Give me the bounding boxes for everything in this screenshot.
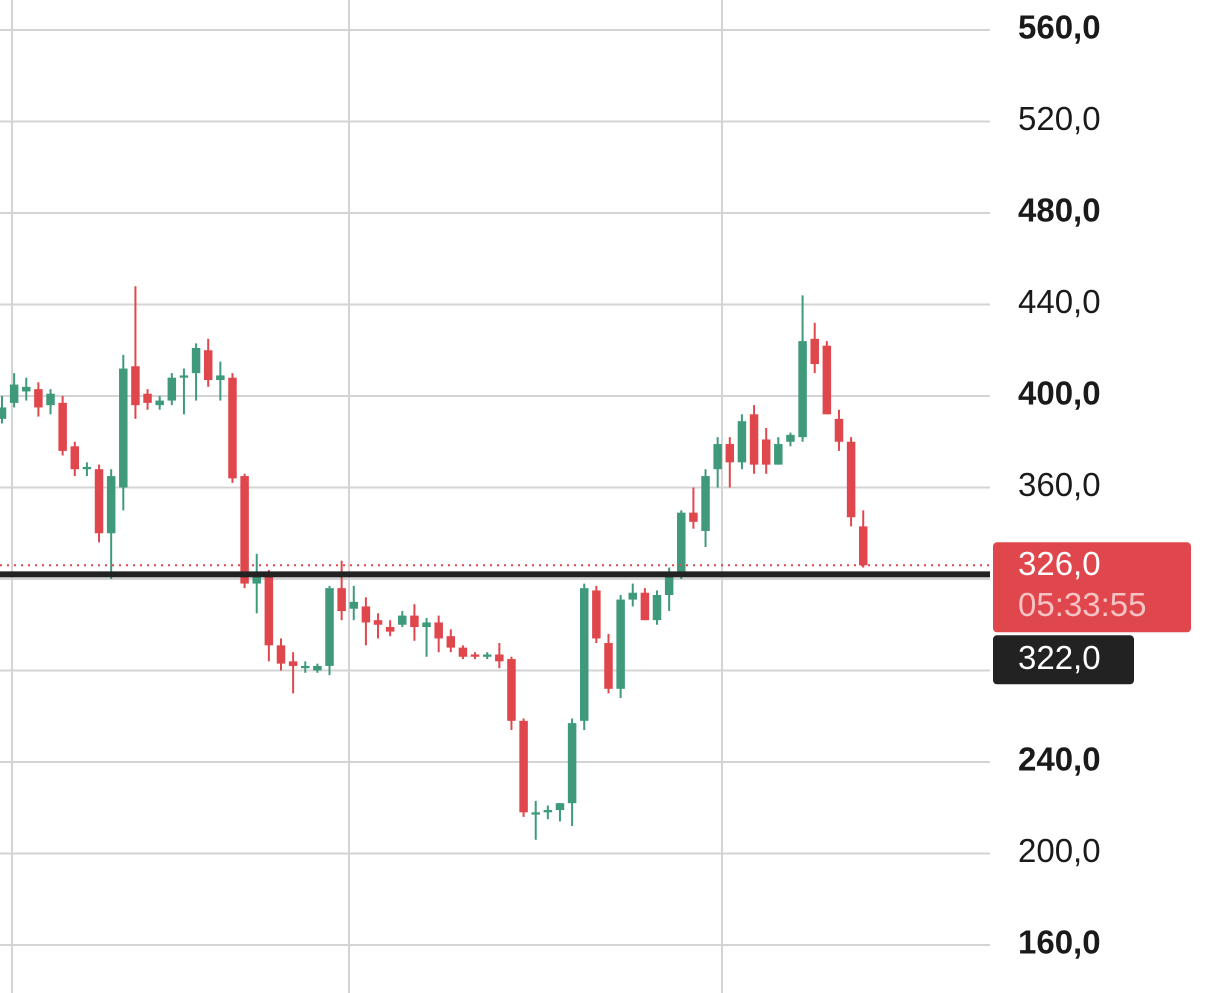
candle-body bbox=[798, 341, 807, 438]
candle-body bbox=[567, 723, 577, 804]
candle-body bbox=[677, 512, 686, 575]
candle-body bbox=[9, 384, 19, 403]
candle-body bbox=[82, 466, 92, 470]
candle-body bbox=[592, 590, 601, 639]
candle-body bbox=[203, 350, 213, 380]
candle-body bbox=[373, 620, 383, 625]
candle-body bbox=[834, 418, 844, 442]
candle-body bbox=[94, 469, 104, 534]
candle-body bbox=[713, 444, 722, 470]
candle-body bbox=[398, 615, 407, 625]
y-axis: 560,0520,0480,0440,0400,0360,0320,0280,0… bbox=[0, 9, 1101, 961]
candle-body bbox=[313, 665, 322, 671]
candle-body bbox=[555, 803, 565, 811]
candle-body bbox=[446, 636, 456, 648]
candle-body bbox=[58, 402, 67, 451]
candle-body bbox=[604, 643, 613, 689]
last-price-tag bbox=[993, 542, 1191, 633]
candle-body bbox=[143, 393, 152, 403]
candle-body bbox=[737, 421, 747, 463]
candle-body bbox=[361, 606, 371, 623]
candle-body bbox=[652, 595, 662, 621]
candle-body bbox=[761, 439, 771, 465]
candle-body bbox=[34, 389, 43, 408]
candles bbox=[0, 286, 868, 840]
candle-body bbox=[0, 407, 7, 419]
y-tick-label: 160,0 bbox=[1018, 924, 1101, 961]
candle-body bbox=[495, 654, 504, 662]
candle-body bbox=[458, 647, 468, 657]
candle-body bbox=[288, 661, 298, 666]
candle-body bbox=[46, 393, 55, 406]
candle-body bbox=[155, 400, 164, 406]
candle-body bbox=[119, 368, 128, 488]
candle-body bbox=[616, 599, 625, 689]
candle-body bbox=[810, 338, 819, 364]
candle-body bbox=[579, 588, 589, 721]
price-lines: 326,0 05:33:55 322,0 bbox=[0, 542, 1191, 685]
y-tick-label: 480,0 bbox=[1018, 192, 1101, 229]
candle-body bbox=[822, 345, 832, 415]
candle-body bbox=[264, 574, 274, 646]
y-tick-label: 360,0 bbox=[1018, 466, 1101, 503]
candle-body bbox=[531, 812, 540, 815]
candle-body bbox=[519, 720, 528, 813]
candle-body bbox=[482, 654, 492, 657]
last-price-label: 326,0 bbox=[1018, 545, 1101, 582]
y-tick-label: 520,0 bbox=[1018, 100, 1101, 137]
candle-body bbox=[749, 414, 759, 465]
y-tick-label: 560,0 bbox=[1018, 9, 1101, 46]
candle-body bbox=[252, 574, 261, 584]
candle-body bbox=[131, 366, 140, 406]
y-tick-label: 240,0 bbox=[1018, 741, 1101, 778]
candle-body bbox=[301, 665, 310, 669]
candle-body bbox=[410, 615, 419, 628]
candle-body bbox=[664, 574, 674, 596]
candle-body bbox=[325, 588, 334, 666]
candle-body bbox=[543, 810, 553, 813]
candle-body bbox=[689, 512, 698, 522]
candle-body bbox=[774, 444, 783, 465]
candle-body bbox=[858, 526, 868, 566]
grid bbox=[11, 0, 723, 993]
candle-body bbox=[337, 588, 346, 612]
candle-body bbox=[240, 476, 249, 584]
candle-body bbox=[701, 476, 710, 531]
candle-body bbox=[70, 446, 80, 470]
y-tick-label: 200,0 bbox=[1018, 832, 1101, 869]
candle-body bbox=[106, 476, 116, 534]
candle-body bbox=[434, 622, 443, 639]
candle-body bbox=[507, 659, 516, 721]
candle-body bbox=[628, 592, 638, 600]
candle-body bbox=[349, 601, 359, 609]
candle-body bbox=[725, 444, 735, 463]
crosshair-label: 322,0 bbox=[1018, 639, 1101, 676]
candle-body bbox=[786, 434, 795, 442]
candle-body bbox=[179, 375, 189, 378]
candle-body bbox=[216, 375, 225, 380]
candle-body bbox=[191, 347, 201, 374]
candle-body bbox=[470, 654, 480, 657]
candle-body bbox=[385, 627, 395, 632]
countdown-label: 05:33:55 bbox=[1018, 586, 1146, 623]
y-tick-label: 400,0 bbox=[1018, 375, 1101, 412]
candle-body bbox=[228, 377, 237, 479]
candle-body bbox=[640, 592, 650, 621]
y-tick-label: 440,0 bbox=[1018, 283, 1101, 320]
crosshair-tag bbox=[993, 635, 1134, 685]
candle-body bbox=[22, 386, 31, 392]
candle-body bbox=[276, 645, 286, 664]
candle-body bbox=[167, 377, 177, 401]
candle-body bbox=[846, 441, 856, 518]
candle-body bbox=[422, 622, 431, 628]
